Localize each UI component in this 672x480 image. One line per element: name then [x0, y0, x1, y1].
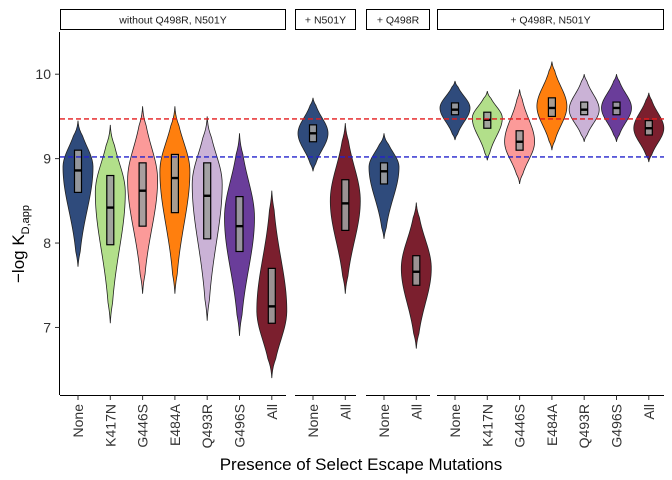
- panel-2: + Q498R None All: [366, 9, 432, 438]
- y-tick-label-9: 9: [43, 151, 51, 167]
- panel-1: + N501Y None All: [295, 9, 361, 438]
- x-tick-label-e484a: E484A: [544, 403, 560, 446]
- violin-group-3-none: None: [439, 80, 471, 438]
- y-axis-title: −log KD,app: [9, 205, 32, 283]
- box-e484a: [170, 153, 179, 214]
- x-tick-label-g496s: G496S: [609, 404, 625, 448]
- x-tick-label-none: None: [70, 404, 86, 438]
- violin-none: [368, 133, 400, 239]
- violin-group-3-g446s: G446S: [504, 89, 535, 448]
- x-tick-label-all: All: [264, 404, 280, 420]
- x-tick-label-none: None: [305, 404, 321, 438]
- violin-group-3-g496s: G496S: [601, 74, 632, 448]
- violin-group-3-q493r: Q493R: [568, 74, 600, 448]
- facet-strip-label-2: + Q498R: [377, 15, 420, 27]
- x-tick-label-g446s: G446S: [135, 404, 151, 448]
- x-axis-title: Presence of Select Escape Mutations: [220, 455, 503, 474]
- panel-3: + Q498R, N501Y None K417N G446S E484A Q493R G4…: [437, 9, 665, 448]
- y-tick-label-8: 8: [43, 235, 51, 251]
- facet-strip-3: [437, 9, 664, 30]
- facet-strip-label-0: without Q498R, N501Y: [118, 15, 226, 27]
- violin-group-2-none: None: [368, 133, 400, 438]
- x-tick-label-k417n: K417N: [102, 404, 118, 447]
- x-tick-label-all: All: [337, 404, 353, 420]
- x-tick-label-k417n: K417N: [479, 404, 495, 447]
- x-tick-label-all: All: [641, 404, 657, 420]
- x-tick-label-q493r: Q493R: [576, 404, 592, 448]
- violin-group-1-none: None: [297, 97, 329, 438]
- x-tick-label-g496s: G496S: [232, 404, 248, 448]
- x-tick-label-g446s: G446S: [512, 404, 528, 448]
- panel-0: without Q498R, N501Y None K417N G446S E484A Q…: [60, 9, 288, 448]
- box-q493r: [580, 101, 589, 116]
- box-g446s: [138, 162, 147, 227]
- box-k417n: [106, 174, 115, 246]
- x-tick-label-none: None: [447, 404, 463, 438]
- y-axis: 7 8 9 10: [35, 32, 60, 395]
- facet-strip-2: [366, 9, 430, 30]
- panels-layer: without Q498R, N501Y None K417N G446S E484A Q…: [60, 9, 665, 448]
- x-tick-label-e484a: E484A: [167, 403, 183, 446]
- violin-group-3-all: All: [633, 92, 665, 420]
- x-tick-label-none: None: [376, 404, 392, 438]
- x-tick-label-q493r: Q493R: [199, 404, 215, 448]
- box-g496s: [235, 196, 244, 253]
- y-axis-title-main: −log K: [9, 234, 28, 283]
- violin-group-0-q493r: Q493R: [191, 116, 223, 448]
- box-g446s: [515, 130, 524, 151]
- violin-group-0-e484a: E484A: [159, 106, 191, 446]
- facet-strip-label-1: + N501Y: [305, 15, 346, 27]
- y-tick-label-10: 10: [35, 66, 51, 82]
- box-all: [412, 255, 421, 286]
- violin-group-2-all: All: [400, 202, 432, 420]
- violin-group-0-all: All: [256, 190, 288, 420]
- violin-group-0-k417n: K417N: [94, 124, 126, 447]
- box-all: [267, 267, 276, 324]
- y-axis-title-subscript: D,app: [20, 205, 32, 234]
- violin-group-0-none: None: [62, 120, 94, 438]
- box-all: [341, 179, 350, 231]
- box-q493r: [203, 162, 212, 240]
- box-none: [379, 162, 389, 185]
- violin-group-3-k417n: K417N: [471, 91, 503, 447]
- violin-group-0-g496s: G496S: [224, 133, 255, 448]
- violin-group-0-g446s: G446S: [127, 106, 159, 448]
- facet-strip-0: [60, 9, 286, 30]
- x-tick-label-all: All: [408, 404, 424, 420]
- reference-lines: [60, 118, 664, 158]
- violin-group-1-all: All: [329, 123, 361, 420]
- violin-none: [62, 120, 94, 267]
- facet-strip-1: [295, 9, 356, 30]
- violin-group-3-e484a: E484A: [536, 61, 568, 446]
- y-tick-label-7: 7: [43, 319, 51, 335]
- facet-strip-label-3: + Q498R, N501Y: [510, 15, 590, 27]
